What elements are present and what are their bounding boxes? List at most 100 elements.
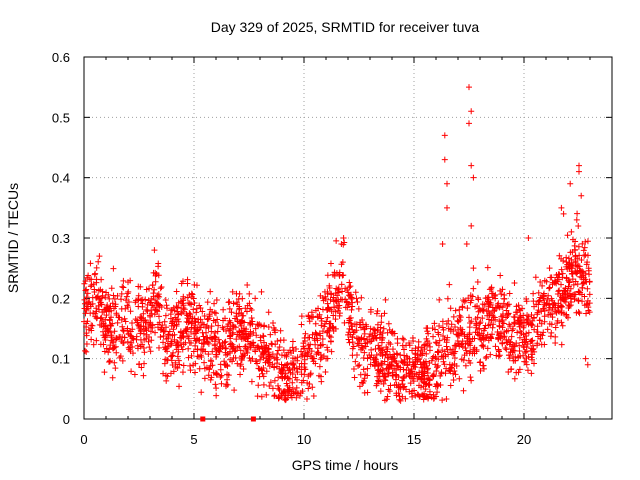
- data-point: [234, 318, 241, 325]
- data-point: [439, 347, 446, 354]
- data-point: [485, 300, 492, 307]
- data-point: [110, 339, 117, 346]
- data-point: [122, 318, 129, 325]
- data-point: [132, 299, 139, 306]
- data-point: [95, 295, 102, 302]
- data-point: [345, 331, 352, 338]
- data-point: [204, 316, 211, 323]
- data-point: [442, 370, 449, 377]
- data-point: [108, 285, 115, 292]
- data-point: [433, 367, 440, 374]
- data-point: [304, 349, 311, 356]
- data-point: [380, 325, 387, 332]
- data-point: [182, 327, 189, 334]
- data-point: [559, 322, 566, 329]
- data-point: [505, 369, 512, 376]
- data-point: [160, 370, 167, 377]
- data-point: [512, 357, 519, 364]
- data-point: [144, 308, 151, 315]
- data-point: [382, 296, 389, 303]
- data-point: [298, 313, 305, 320]
- data-point: [360, 380, 367, 387]
- data-point: [497, 272, 504, 279]
- data-point: [359, 321, 366, 328]
- data-point: [155, 291, 162, 298]
- data-point: [305, 342, 312, 349]
- data-point: [571, 247, 578, 254]
- data-point: [510, 313, 517, 320]
- data-point: [277, 327, 284, 334]
- data-point: [418, 344, 425, 351]
- data-point: [503, 328, 510, 335]
- data-point: [330, 297, 337, 304]
- data-point: [263, 355, 270, 362]
- data-point: [171, 322, 178, 329]
- data-point: [102, 331, 109, 338]
- data-point: [98, 276, 105, 283]
- data-point: [249, 355, 256, 362]
- data-point: [546, 265, 553, 272]
- data-point: [470, 285, 477, 292]
- data-point: [484, 312, 491, 319]
- data-point: [434, 362, 441, 369]
- x-tick-label: 10: [297, 432, 311, 447]
- data-point: [164, 373, 171, 380]
- data-point: [283, 351, 290, 358]
- data-point: [452, 307, 459, 314]
- data-point: [388, 356, 395, 363]
- data-point: [358, 294, 365, 301]
- data-point: [451, 367, 458, 374]
- data-point: [353, 352, 360, 359]
- data-point: [134, 345, 141, 352]
- data-point: [350, 343, 357, 350]
- data-point: [426, 382, 433, 389]
- data-point: [104, 305, 111, 312]
- data-point: [332, 316, 339, 323]
- data-point: [83, 341, 90, 348]
- data-point: [569, 276, 576, 283]
- data-point: [410, 363, 417, 370]
- data-point: [421, 360, 428, 367]
- data-point: [385, 370, 392, 377]
- data-point: [468, 377, 475, 384]
- data-point: [257, 356, 264, 363]
- data-point: [506, 355, 513, 362]
- data-point: [309, 355, 316, 362]
- data-point: [496, 352, 503, 359]
- data-point: [399, 380, 406, 387]
- data-point: [215, 322, 222, 329]
- data-point: [275, 374, 282, 381]
- data-point: [245, 338, 252, 345]
- data-point: [463, 241, 470, 248]
- data-point: [386, 388, 393, 395]
- x-tick-label: 0: [80, 432, 87, 447]
- data-point: [319, 341, 326, 348]
- data-point: [82, 347, 89, 354]
- data-point: [563, 258, 570, 265]
- data-point: [477, 359, 484, 366]
- data-point: [537, 331, 544, 338]
- data-point: [473, 322, 480, 329]
- data-point: [446, 367, 453, 374]
- data-point: [167, 342, 174, 349]
- data-point: [385, 364, 392, 371]
- data-point: [208, 323, 215, 330]
- data-point: [442, 353, 449, 360]
- data-point: [148, 310, 155, 317]
- data-point: [336, 310, 343, 317]
- data-point: [393, 392, 400, 399]
- data-point: [364, 389, 371, 396]
- data-point: [276, 343, 283, 350]
- data-point: [541, 299, 548, 306]
- data-point: [314, 314, 321, 321]
- data-point: [338, 261, 345, 268]
- data-point: [544, 296, 551, 303]
- data-point: [194, 346, 201, 353]
- data-point: [207, 357, 214, 364]
- data-point: [294, 357, 301, 364]
- data-point: [169, 319, 176, 326]
- data-point: [333, 237, 340, 244]
- data-point: [179, 346, 186, 353]
- data-point: [454, 331, 461, 338]
- data-point: [556, 252, 563, 259]
